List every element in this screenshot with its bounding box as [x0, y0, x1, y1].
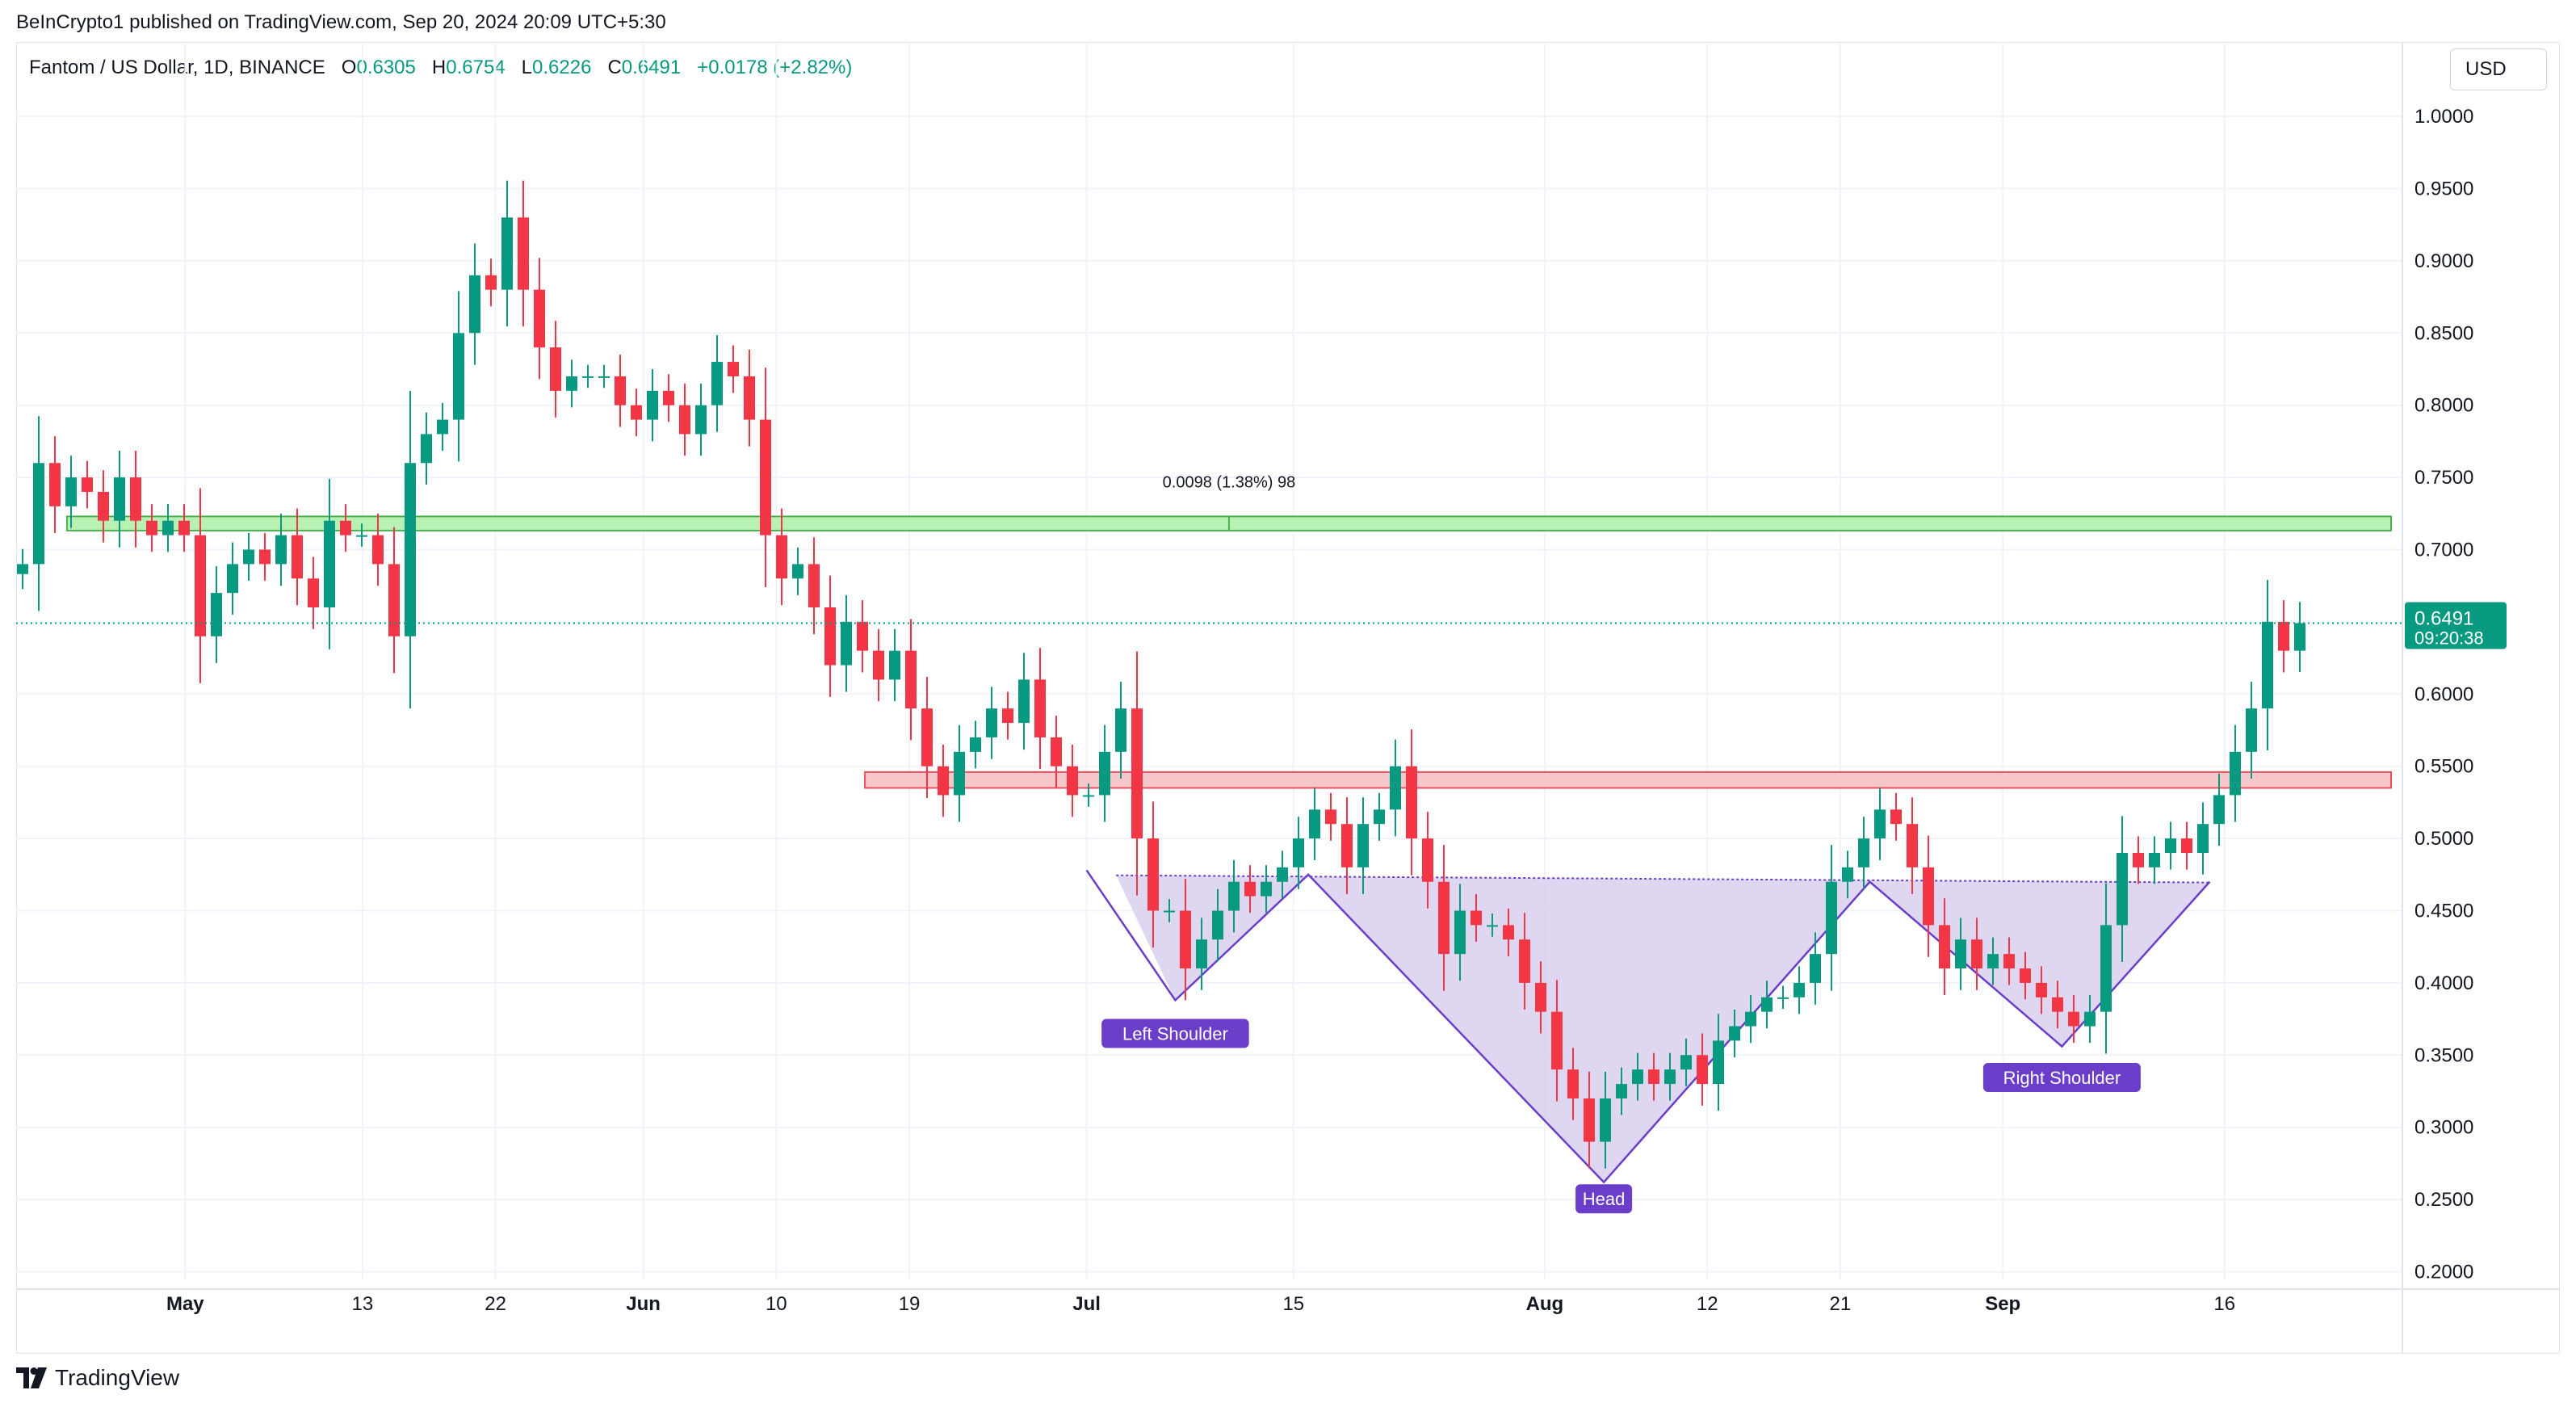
tradingview-logo-icon [16, 1367, 47, 1388]
close-value: 0.6491 [621, 57, 682, 78]
low-label: L [521, 57, 533, 78]
publisher-line: BeInCrypto1 published on TradingView.com… [16, 11, 666, 33]
high-value: 0.6754 [446, 57, 506, 78]
brand-name: TradingView [55, 1365, 180, 1390]
currency-button[interactable]: USD [2450, 48, 2547, 90]
chart-frame [16, 42, 2560, 1354]
open-label: O [341, 57, 357, 78]
close-label: C [607, 57, 622, 78]
change-value: +0.0178 (+2.82%) [697, 57, 853, 78]
low-value: 0.6226 [532, 57, 592, 78]
ohlc-legend: Fantom / US Dollar, 1D, BINANCE O0.6305 … [29, 57, 852, 79]
high-label: H [431, 57, 447, 78]
open-value: 0.6305 [356, 57, 416, 78]
footer: TradingView [16, 1365, 179, 1391]
symbol-title: Fantom / US Dollar, 1D, BINANCE [29, 57, 325, 78]
